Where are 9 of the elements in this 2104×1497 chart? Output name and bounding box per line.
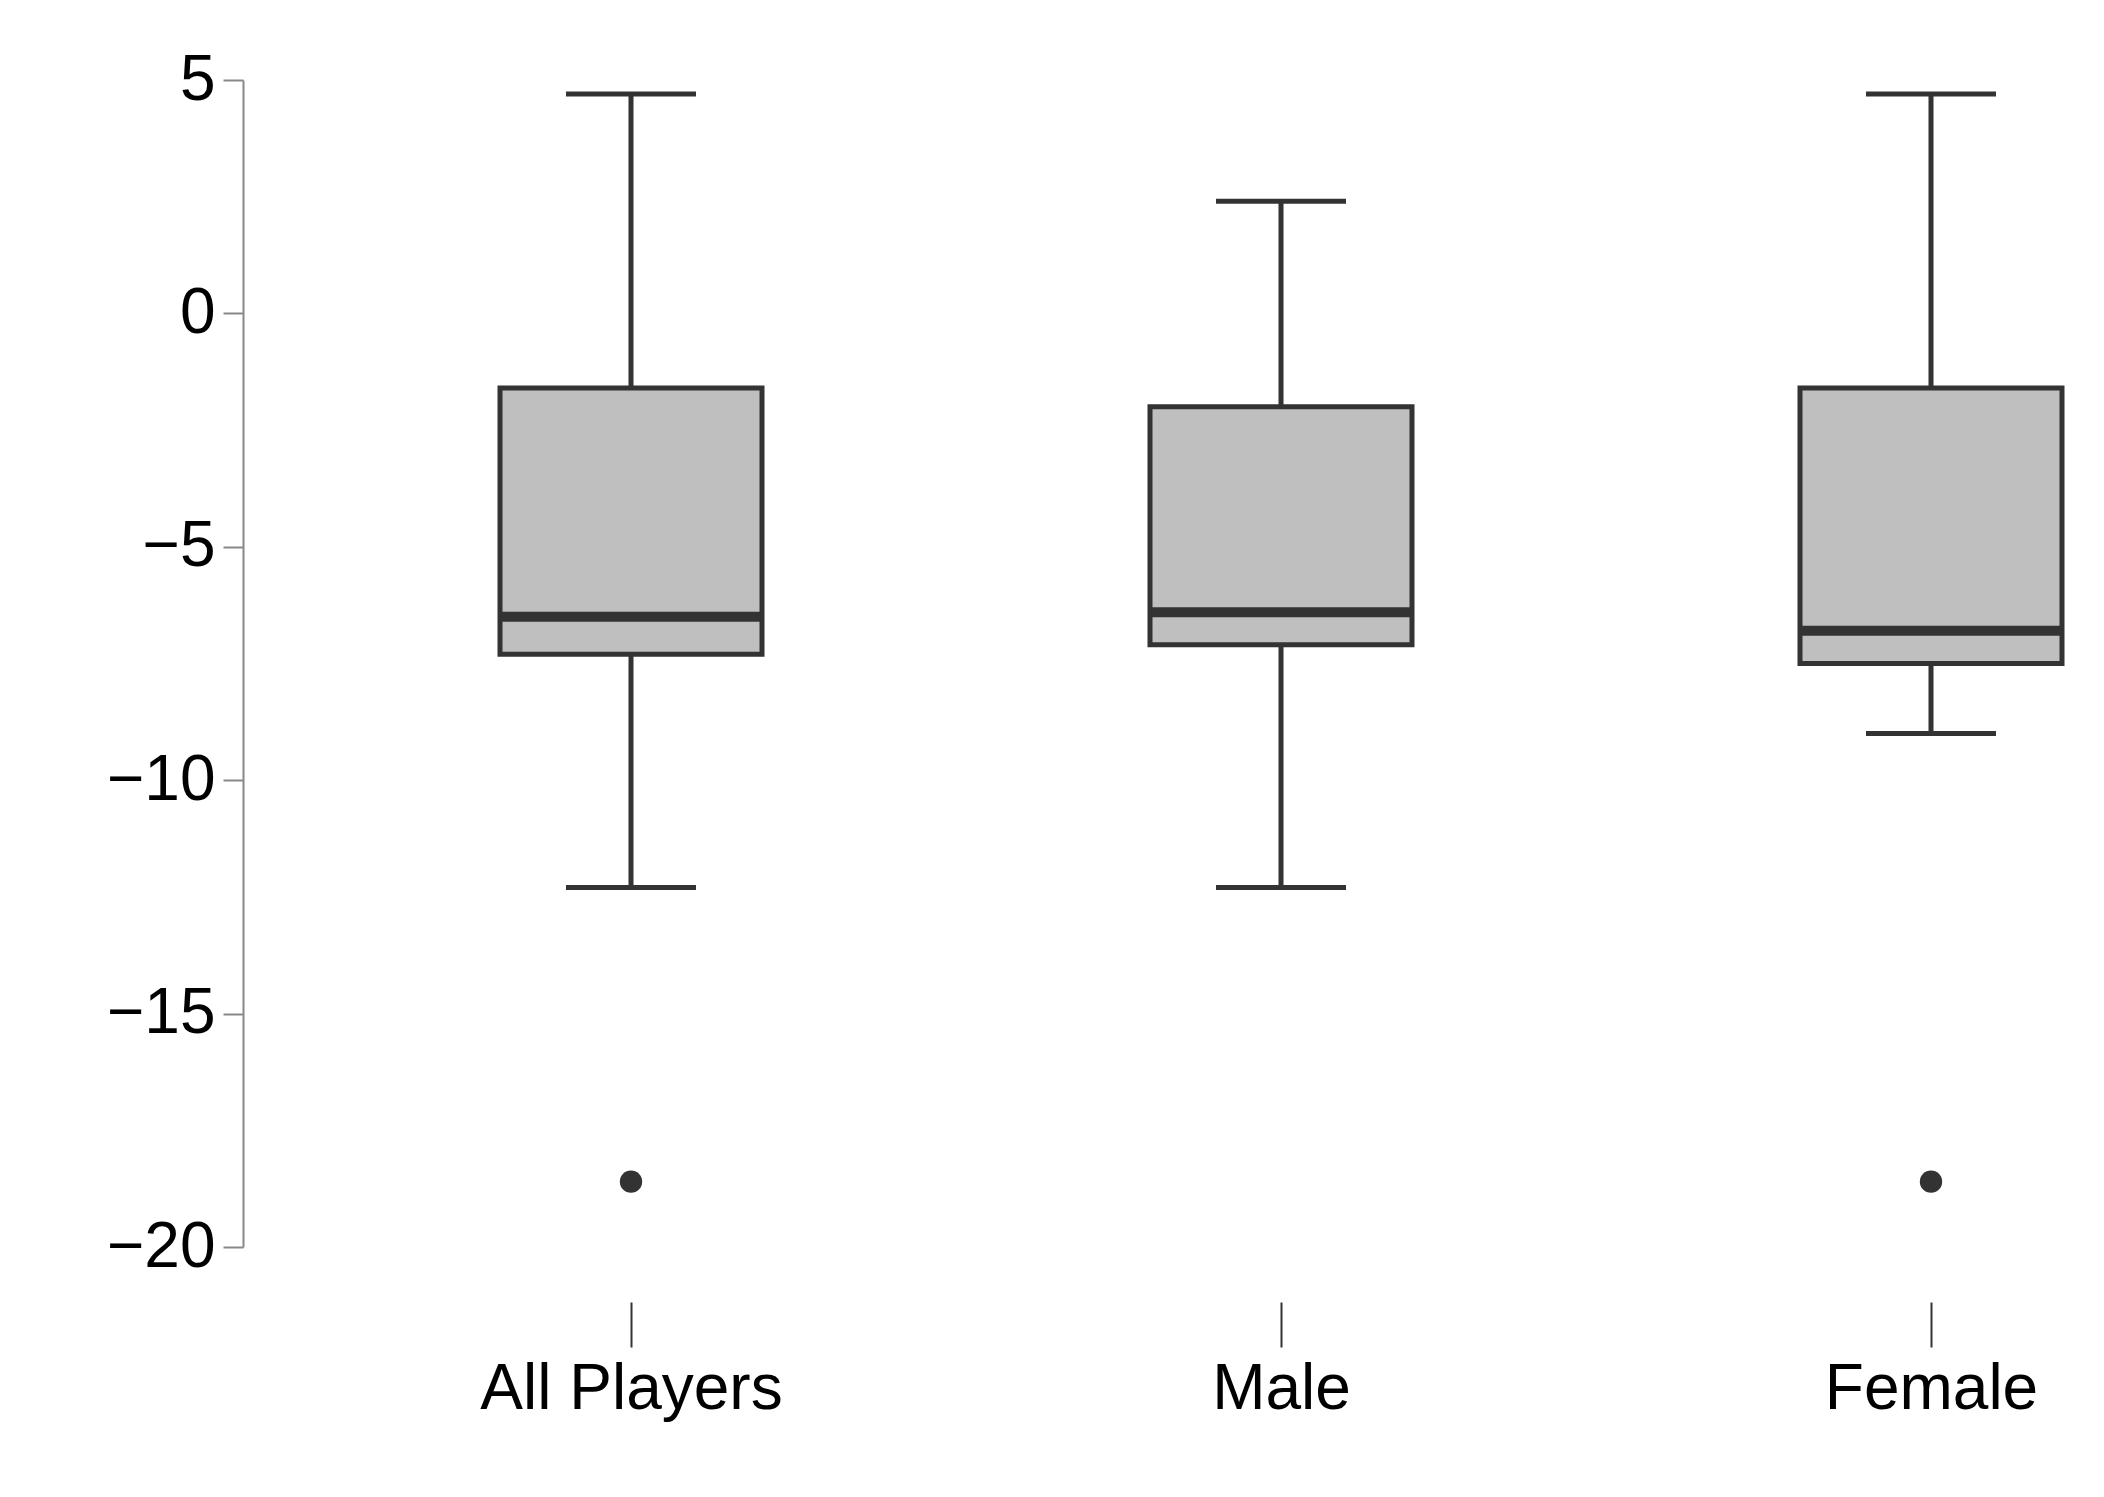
y-tick-label: −10 xyxy=(106,741,216,814)
y-tick-label: −20 xyxy=(106,1208,216,1281)
y-tick-label: 5 xyxy=(179,41,216,114)
y-tick-label: −15 xyxy=(106,975,216,1048)
y-tick-label: −5 xyxy=(142,508,216,581)
x-tick-label: Male xyxy=(1212,1350,1351,1423)
y-tick-label: 0 xyxy=(179,274,216,347)
x-tick-label: All Players xyxy=(480,1350,783,1423)
x-tick-label: Female xyxy=(1824,1350,2039,1423)
